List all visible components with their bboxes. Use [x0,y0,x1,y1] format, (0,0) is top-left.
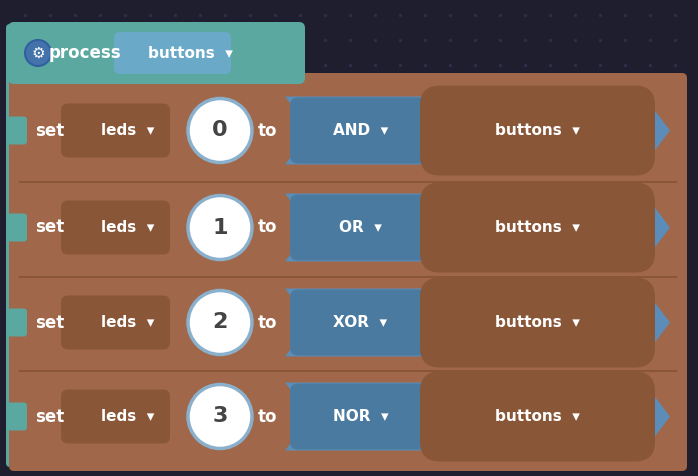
Text: NOR  ▾: NOR ▾ [333,409,388,424]
FancyBboxPatch shape [420,86,655,176]
Text: leds  ▾: leds ▾ [101,315,155,330]
Text: set: set [36,407,65,426]
FancyBboxPatch shape [61,296,170,349]
Text: leds  ▾: leds ▾ [101,409,155,424]
Text: buttons  ▾: buttons ▾ [147,46,232,60]
FancyBboxPatch shape [420,182,655,272]
Text: 0: 0 [212,120,228,140]
Text: leds  ▾: leds ▾ [101,123,155,138]
FancyBboxPatch shape [7,403,27,430]
Text: buttons  ▾: buttons ▾ [495,220,580,235]
Polygon shape [285,194,670,261]
FancyBboxPatch shape [61,103,170,158]
Text: XOR  ▾: XOR ▾ [334,315,387,330]
Text: to: to [258,314,278,331]
FancyBboxPatch shape [61,389,170,444]
FancyBboxPatch shape [7,308,27,337]
Text: 2: 2 [212,313,228,333]
Text: leds  ▾: leds ▾ [101,220,155,235]
FancyBboxPatch shape [420,371,655,462]
Polygon shape [285,288,670,357]
Text: buttons  ▾: buttons ▾ [495,315,580,330]
FancyBboxPatch shape [8,22,305,84]
Text: AND  ▾: AND ▾ [333,123,388,138]
Circle shape [188,196,252,259]
Text: to: to [258,218,278,237]
Circle shape [188,290,252,355]
Text: 1: 1 [212,218,228,238]
Text: OR  ▾: OR ▾ [339,220,382,235]
FancyBboxPatch shape [420,278,655,367]
Polygon shape [285,97,670,165]
FancyBboxPatch shape [290,384,431,449]
FancyBboxPatch shape [114,32,231,74]
FancyBboxPatch shape [61,200,170,255]
Circle shape [188,385,252,448]
FancyBboxPatch shape [290,195,431,260]
Text: to: to [258,407,278,426]
Polygon shape [285,383,670,450]
FancyBboxPatch shape [6,24,34,467]
Text: buttons  ▾: buttons ▾ [495,409,580,424]
Text: to: to [258,121,278,139]
FancyBboxPatch shape [290,98,431,163]
Text: set: set [36,121,65,139]
FancyBboxPatch shape [7,214,27,241]
FancyBboxPatch shape [7,117,27,145]
Text: set: set [36,218,65,237]
Circle shape [188,99,252,162]
Text: 3: 3 [212,407,228,426]
Text: buttons  ▾: buttons ▾ [495,123,580,138]
Circle shape [25,40,51,66]
FancyBboxPatch shape [9,73,687,471]
Text: process: process [49,44,121,62]
Text: ⚙: ⚙ [31,46,45,60]
FancyBboxPatch shape [290,289,431,356]
Text: set: set [36,314,65,331]
